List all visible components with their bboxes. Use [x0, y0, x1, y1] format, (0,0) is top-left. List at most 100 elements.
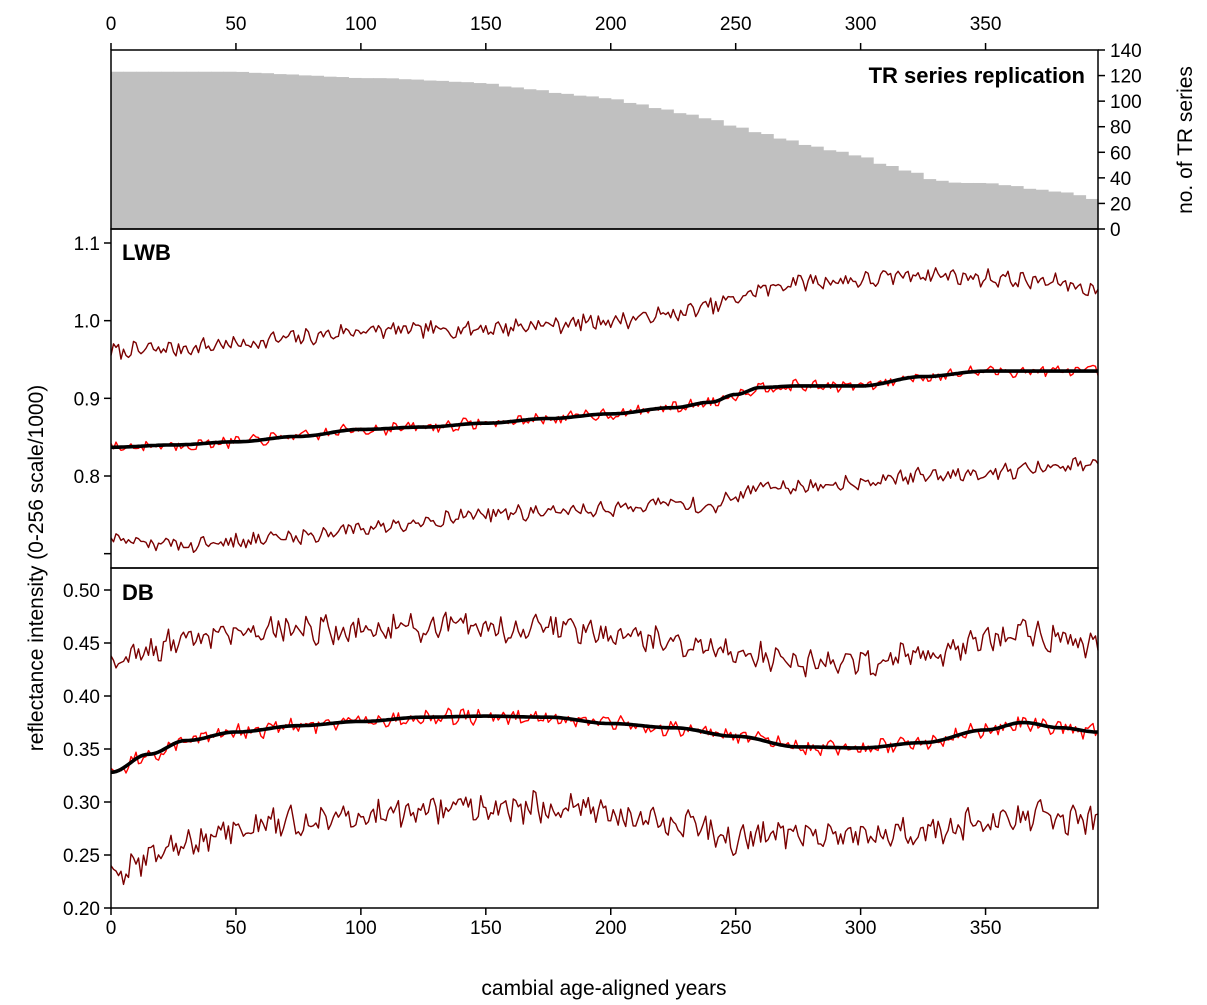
lwb-y-tick-label: 1.1	[74, 234, 100, 255]
db-y-tick-label: 0.25	[63, 846, 100, 867]
replication-y-tick-label: 60	[1110, 143, 1131, 164]
replication-y-axis-title: no. of TR series	[1174, 66, 1197, 214]
replication-bar	[210, 71, 225, 229]
db-y-tick-label: 0.30	[63, 793, 100, 814]
replication-bar	[260, 73, 275, 229]
bottom-x-tick-label: 300	[845, 918, 877, 939]
top-x-tick-label: 300	[845, 14, 877, 35]
replication-bar	[435, 80, 449, 229]
replication-bar	[248, 72, 262, 229]
replication-bar	[1085, 198, 1099, 229]
replication-bar	[148, 71, 162, 229]
db-y-tick-label: 0.35	[63, 740, 100, 761]
bottom-x-tick-label: 100	[345, 918, 377, 939]
replication-bar	[773, 138, 787, 229]
replication-bar	[898, 170, 912, 229]
replication-bar	[885, 166, 899, 229]
replication-bar	[848, 155, 862, 229]
x-axis-title: cambial age-aligned years	[481, 977, 726, 1000]
replication-bar	[535, 90, 549, 229]
replication-bar	[598, 98, 612, 229]
replication-y-tick-label: 40	[1110, 169, 1131, 190]
replication-bar	[910, 172, 924, 229]
replication-bar	[173, 71, 187, 229]
replication-bar	[135, 71, 150, 229]
replication-bar	[585, 96, 599, 230]
db-panel-frame	[110, 567, 1099, 909]
replication-y-tick-label: 140	[1110, 41, 1142, 62]
replication-bar	[373, 78, 387, 229]
series-lines	[110, 267, 1099, 886]
replication-bar	[760, 134, 774, 229]
replication-bar	[835, 151, 849, 229]
bottom-x-tick-label: 150	[470, 918, 502, 939]
db-y-tick-label: 0.45	[63, 634, 100, 655]
lwb-smooth-line	[111, 369, 1098, 450]
replication-bar	[498, 86, 512, 229]
replication-bar	[923, 179, 937, 229]
replication-bar	[873, 163, 887, 229]
lwb-panel-title: LWB	[122, 240, 171, 265]
replication-bar	[285, 74, 300, 229]
replication-bar	[748, 132, 762, 229]
replication-bar	[548, 92, 562, 229]
replication-y-tick-label: 100	[1110, 92, 1142, 113]
replication-bar	[335, 77, 349, 230]
replication-bar	[1035, 189, 1049, 229]
replication-bar	[960, 182, 974, 229]
db-upper-line	[110, 611, 1099, 678]
top-x-tick-label: 150	[470, 14, 502, 35]
replication-bar	[573, 95, 587, 229]
top-x-tick-label: 200	[595, 14, 627, 35]
replication-bar	[710, 120, 724, 229]
replication-y-tick-label: 120	[1110, 67, 1142, 88]
replication-bar	[398, 79, 412, 229]
replication-bar	[823, 150, 837, 229]
replication-bar	[423, 80, 437, 229]
replication-bar	[648, 108, 662, 229]
db-y-tick-label: 0.50	[63, 581, 100, 602]
replication-bar	[298, 75, 312, 229]
replication-bar	[360, 78, 374, 229]
db-y-tick-label: 0.40	[63, 687, 100, 708]
db-mean-line	[110, 707, 1099, 774]
replication-bar	[560, 93, 574, 229]
replication-y-tick-label: 20	[1110, 194, 1131, 215]
replication-bar	[985, 183, 999, 229]
replication-bar	[348, 77, 362, 229]
replication-bar	[310, 75, 324, 230]
replication-bar	[1023, 188, 1037, 229]
lwb-lower-line	[110, 457, 1099, 553]
replication-bar	[673, 113, 687, 229]
replication-bar	[123, 71, 137, 229]
db-panel-title: DB	[122, 580, 154, 605]
y-axis-title: reflectance intensity (0-256 scale/1000)	[25, 385, 48, 752]
replication-bar	[635, 104, 649, 229]
replication-bar	[860, 157, 874, 229]
top-x-tick-label: 50	[225, 14, 246, 35]
replication-bar	[510, 87, 524, 229]
bottom-x-tick-label: 250	[720, 918, 752, 939]
replication-bar	[998, 185, 1012, 229]
replication-bar	[473, 83, 487, 229]
replication-bar	[273, 74, 287, 229]
replication-bar	[323, 76, 337, 230]
top-x-tick-label: 0	[106, 14, 117, 35]
replication-bar	[785, 140, 799, 229]
bottom-x-tick-label: 50	[225, 918, 246, 939]
replication-bar	[660, 109, 674, 229]
replication-bar	[111, 71, 125, 229]
replication-bar	[698, 118, 712, 229]
bottom-x-tick-label: 0	[106, 918, 117, 939]
replication-bar	[198, 71, 212, 229]
replication-bar	[623, 102, 637, 229]
replication-bar	[1010, 186, 1024, 229]
panel-frames	[110, 49, 1099, 909]
replication-bar	[223, 71, 237, 229]
replication-bar	[185, 71, 200, 229]
replication-bar	[948, 182, 962, 229]
replication-bar	[1060, 192, 1074, 229]
top-x-tick-label: 100	[345, 14, 377, 35]
